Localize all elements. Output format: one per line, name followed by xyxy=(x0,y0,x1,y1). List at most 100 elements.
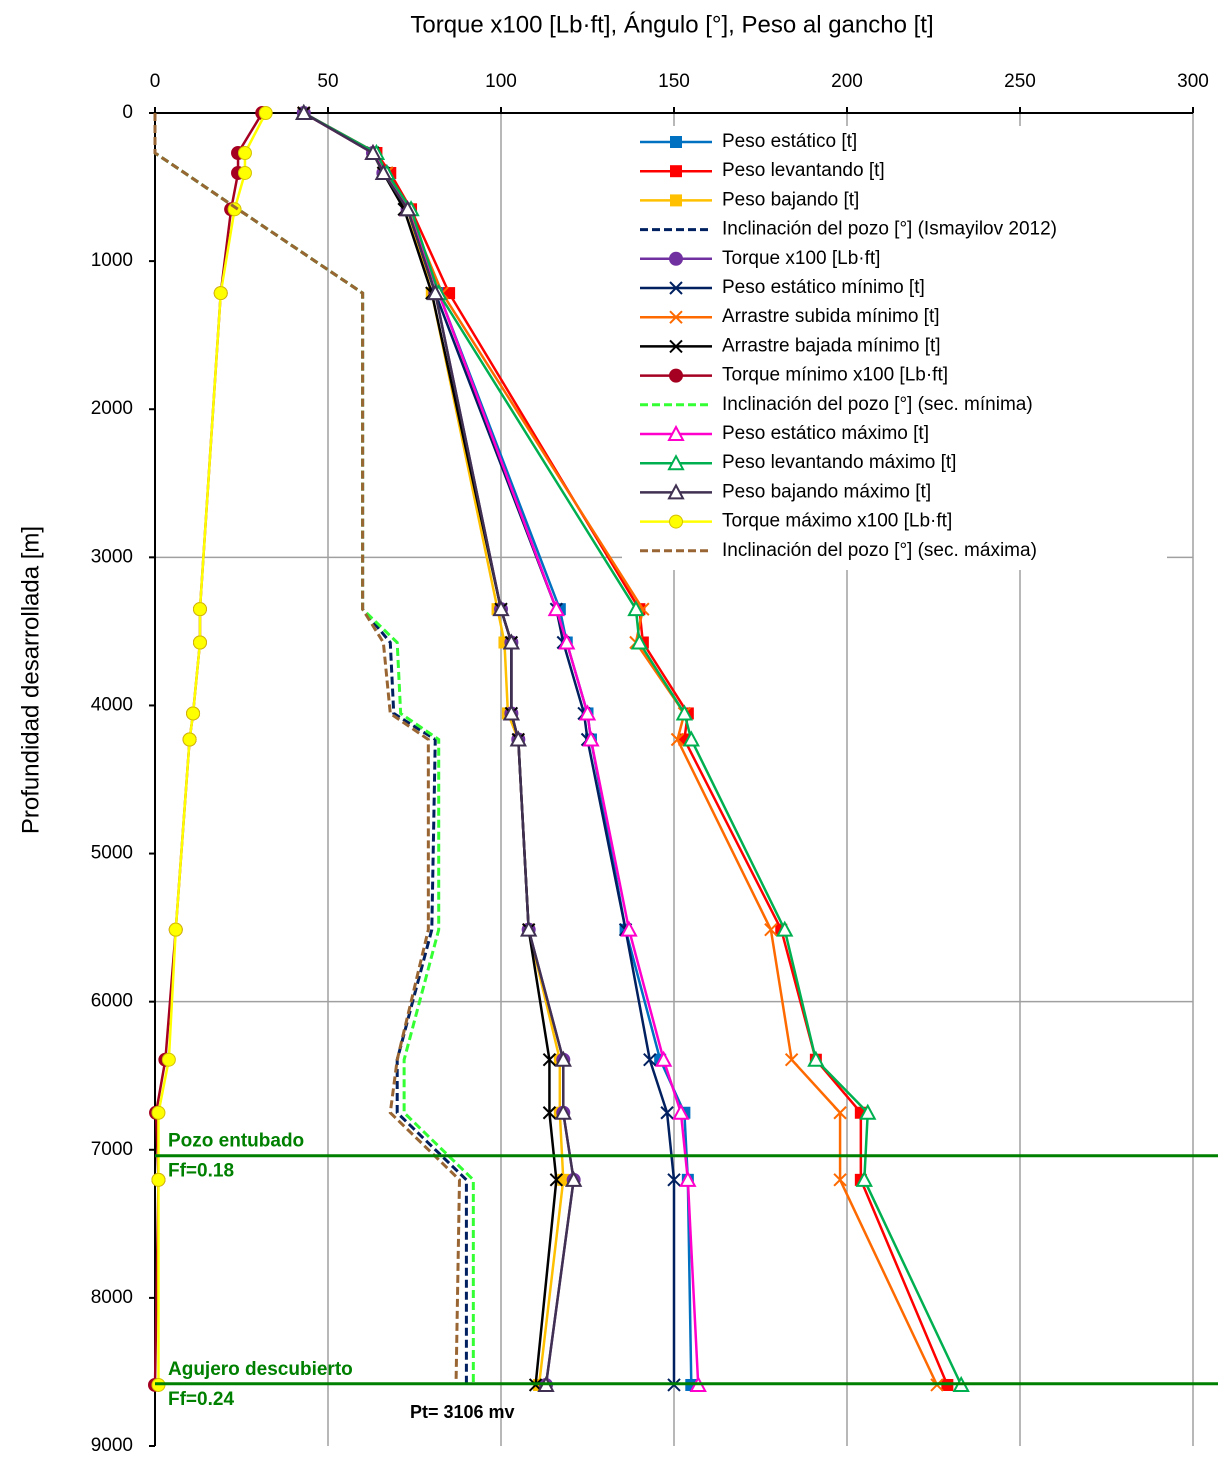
x-tick-label: 200 xyxy=(831,71,863,92)
marker xyxy=(213,286,228,301)
reference-sublabel: Ff=0.18 xyxy=(168,1161,234,1182)
marker xyxy=(670,165,682,178)
legend-label: Inclinación del pozo [°] (sec. mínima) xyxy=(722,394,1033,415)
marker xyxy=(192,602,207,617)
marker xyxy=(670,194,682,207)
marker xyxy=(564,1170,583,1187)
marker xyxy=(542,1106,557,1120)
legend-label: Inclinación del pozo [°] (Ismayilov 2012… xyxy=(722,219,1057,240)
legend-label: Torque x100 [Lb·ft] xyxy=(722,248,880,269)
y-tick-label: 7000 xyxy=(91,1139,133,1160)
marker xyxy=(630,633,649,650)
marker xyxy=(151,1172,166,1187)
legend-label: Peso estático [t] xyxy=(722,131,857,152)
marker xyxy=(168,922,183,937)
marker xyxy=(669,310,683,324)
series xyxy=(153,113,468,1385)
legend-label: Peso levantando [t] xyxy=(722,160,885,181)
annotation: Pt= 3106 mv xyxy=(410,1402,515,1422)
marker xyxy=(161,1052,176,1067)
marker xyxy=(374,163,393,180)
marker xyxy=(675,704,694,721)
marker xyxy=(627,600,645,617)
marker xyxy=(669,281,683,295)
series xyxy=(148,106,270,1392)
marker xyxy=(670,136,682,148)
x-tick-label: 250 xyxy=(1004,71,1036,92)
x-tick-label: 300 xyxy=(1177,71,1209,92)
marker xyxy=(364,143,382,160)
y-axis-label: Profundidad desarrollada [m] xyxy=(17,526,44,834)
marker xyxy=(784,1053,799,1067)
marker xyxy=(520,920,538,937)
legend-label: Torque mínimo x100 [Lb·ft] xyxy=(722,365,948,386)
series-line xyxy=(153,113,475,1385)
series xyxy=(153,113,475,1385)
legend-label: Peso levantando máximo [t] xyxy=(722,452,956,473)
y-tick-label: 2000 xyxy=(91,398,133,419)
marker xyxy=(620,920,638,937)
marker xyxy=(669,368,683,383)
marker xyxy=(549,1173,564,1187)
marker xyxy=(679,1170,697,1187)
marker xyxy=(547,600,566,617)
series xyxy=(151,106,273,1392)
marker xyxy=(807,1050,825,1067)
series-line xyxy=(153,113,468,1385)
marker xyxy=(670,732,685,747)
marker xyxy=(227,202,242,217)
y-tick-label: 1000 xyxy=(91,250,133,271)
legend-label: Peso bajando [t] xyxy=(722,189,859,210)
legend-label: Torque máximo x100 [Lb·ft] xyxy=(722,511,952,532)
x-tick-label: 0 xyxy=(150,71,161,92)
y-tick-label: 9000 xyxy=(91,1435,133,1456)
marker xyxy=(833,1106,847,1120)
legend: Peso estático [t] Peso levantando [t] Peso… xyxy=(622,126,1167,570)
y-tick-label: 0 xyxy=(122,102,133,123)
x-tick-label: 150 xyxy=(658,71,690,92)
marker xyxy=(643,1053,657,1067)
marker xyxy=(667,1173,681,1187)
marker xyxy=(151,1105,166,1120)
marker xyxy=(558,633,576,650)
legend-label: Arrastre bajada mínimo [t] xyxy=(722,335,941,356)
marker xyxy=(502,633,521,650)
legend-box xyxy=(622,126,1167,570)
y-tick-label: 8000 xyxy=(91,1287,133,1308)
marker xyxy=(667,424,685,441)
y-tick-label: 4000 xyxy=(91,694,133,715)
marker xyxy=(669,251,683,266)
marker xyxy=(554,1103,572,1120)
marker xyxy=(295,103,313,120)
legend-label: Inclinación del pozo [°] (sec. máxima) xyxy=(722,540,1037,561)
marker xyxy=(667,454,685,471)
series xyxy=(153,113,461,1386)
marker xyxy=(764,922,778,937)
marker xyxy=(502,704,521,721)
y-tick-label: 5000 xyxy=(91,843,133,864)
marker xyxy=(186,706,201,721)
series-line xyxy=(153,112,264,1386)
y-tick-label: 3000 xyxy=(91,546,133,567)
reference-label: Pozo entubado xyxy=(168,1131,304,1152)
legend-label: Arrastre subida mínimo [t] xyxy=(722,306,940,327)
marker xyxy=(237,145,252,160)
series-line xyxy=(157,112,267,1385)
marker xyxy=(833,1173,847,1187)
marker xyxy=(398,200,417,217)
legend-label: Peso bajando máximo [t] xyxy=(722,481,931,502)
chart-title: Torque x100 [Lb·ft], Ángulo [°], Peso al… xyxy=(410,11,933,38)
legend-label: Peso estático máximo [t] xyxy=(722,423,929,444)
marker xyxy=(554,1050,572,1067)
marker xyxy=(672,1103,690,1120)
marker xyxy=(578,704,597,721)
marker xyxy=(258,106,273,120)
marker xyxy=(582,730,600,747)
marker xyxy=(855,1170,873,1187)
x-tick-label: 50 xyxy=(317,71,338,92)
reference-sublabel: Ff=0.24 xyxy=(168,1389,234,1410)
marker xyxy=(426,283,444,301)
marker xyxy=(859,1103,877,1120)
marker xyxy=(509,730,527,747)
series xyxy=(295,103,583,1392)
